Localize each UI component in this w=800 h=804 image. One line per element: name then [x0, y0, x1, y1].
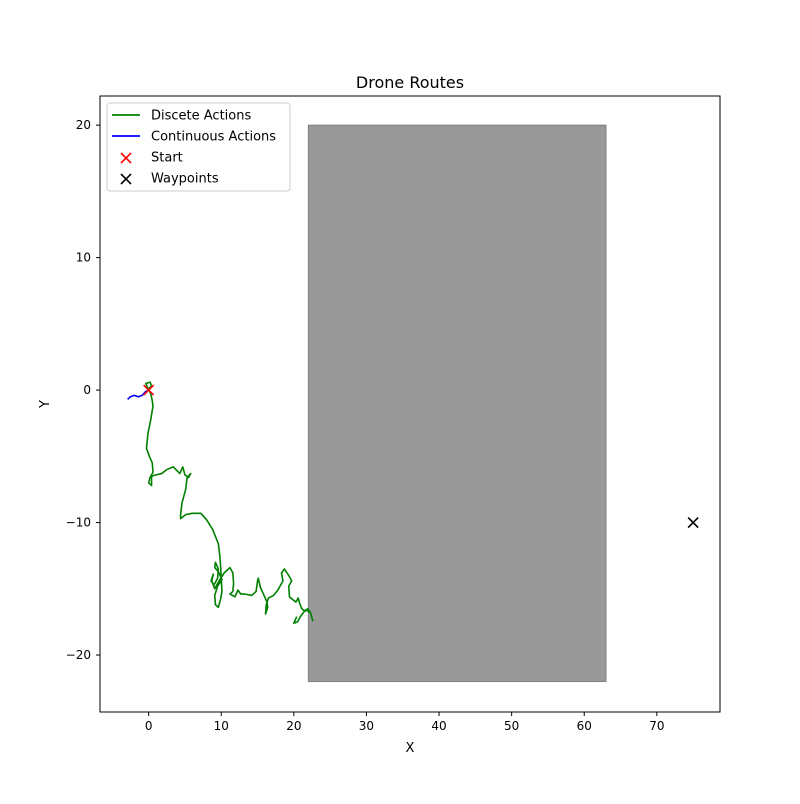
axes-frame — [99, 95, 721, 713]
marker-waypoints — [687, 516, 699, 529]
legend-item-continuous-actions: Continuous Actions — [112, 130, 276, 145]
legend-swatch-x — [120, 173, 132, 185]
axes: 0 10 20 30 40 50 60 70 −20 −10 0 10 20 — [66, 95, 721, 733]
legend: Discete Actions Continuous Actions Start Wa… — [106, 102, 291, 192]
legend-swatch-x — [120, 152, 132, 164]
x-tick-label: 60 — [577, 719, 592, 733]
series-line-discete-actions — [144, 381, 314, 625]
y-tick-label: 20 — [76, 118, 91, 132]
y-axis-label: Y — [38, 400, 53, 409]
marker-start — [143, 384, 155, 396]
x-tick-label: 20 — [286, 719, 301, 733]
y-tick-label: −20 — [66, 648, 91, 662]
legend-label: Waypoints — [151, 172, 219, 187]
y-tick-label: 10 — [76, 251, 91, 265]
legend-item-discete-actions: Discete Actions — [112, 109, 251, 124]
x-tick-label: 10 — [214, 719, 229, 733]
x-tick-label: 70 — [649, 719, 664, 733]
legend-box — [106, 102, 291, 192]
obstacle-rect — [307, 124, 607, 683]
x-tick-label: 50 — [504, 719, 519, 733]
legend-item-waypoints: Waypoints — [120, 172, 219, 187]
y-tick-label: −10 — [66, 516, 91, 530]
y-tick-label: 0 — [83, 383, 91, 397]
x-tick-label: 30 — [359, 719, 374, 733]
series-line-continuous-actions — [127, 389, 149, 400]
legend-label: Start — [151, 151, 183, 166]
x-axis-label: X — [406, 741, 415, 756]
legend-label: Discete Actions — [151, 109, 251, 124]
x-tick-label: 0 — [145, 719, 153, 733]
legend-item-start: Start — [120, 151, 183, 166]
chart-title: Drone Routes — [356, 73, 464, 92]
plot-area — [127, 124, 699, 683]
x-tick-label: 40 — [431, 719, 446, 733]
legend-label: Continuous Actions — [151, 130, 276, 145]
